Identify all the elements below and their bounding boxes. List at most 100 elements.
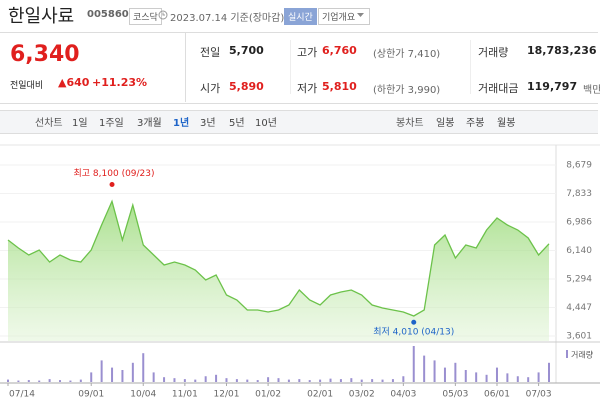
x-tick-label: 04/03 <box>390 390 416 400</box>
x-tick-label: 05/03 <box>442 390 468 400</box>
stock-code: 005860 <box>87 9 129 20</box>
quote-value: 5,890 <box>229 80 264 93</box>
y-tick-label: 6,986 <box>566 218 592 228</box>
quote-value: 5,810 <box>322 80 357 93</box>
company-menu[interactable]: 기업개요 <box>318 8 371 25</box>
volume-bar <box>152 372 155 382</box>
range-tab[interactable]: 3개월 <box>137 118 162 129</box>
volume-bar <box>319 379 322 382</box>
x-tick-label: 12/01 <box>214 390 240 400</box>
quote-unit: 백만 <box>583 85 600 96</box>
high-label: 최고 8,100 (09/23) <box>74 168 155 179</box>
volume-bar <box>163 377 166 382</box>
x-tick-label: 01/02 <box>255 390 281 400</box>
x-tick-label: 07/03 <box>526 390 552 400</box>
volume-bar <box>433 360 436 382</box>
range-tab[interactable]: 10년 <box>255 118 277 129</box>
price-area <box>8 201 549 341</box>
volume-bar <box>69 380 72 382</box>
volume-bar <box>391 379 394 382</box>
volume-bar <box>111 367 114 382</box>
volume-bar <box>204 376 207 382</box>
x-tick-label: 02/01 <box>307 390 333 400</box>
dropdown-arrow <box>357 13 364 17</box>
range-tab[interactable]: 5년 <box>229 118 245 129</box>
volume-bar <box>173 378 176 382</box>
volume-bar <box>308 380 311 382</box>
quote-sub: (하한가 3,990) <box>373 85 441 96</box>
volume-bar <box>454 362 457 382</box>
volume-bar <box>485 374 488 382</box>
candle-tab[interactable]: 월봉 <box>497 118 516 129</box>
y-tick-label: 6,140 <box>566 246 592 256</box>
volume-bar <box>90 372 93 382</box>
range-tab[interactable]: 1년 <box>173 118 190 129</box>
quote-sub: (상한가 7,410) <box>373 49 441 60</box>
volume-bar <box>27 380 30 382</box>
volume-bar <box>360 379 363 382</box>
volume-bar <box>423 355 426 382</box>
range-tab[interactable]: 1일 <box>72 118 88 129</box>
range-tab[interactable]: 3년 <box>200 118 216 129</box>
volume-bar <box>59 380 62 382</box>
range-tab[interactable]: 1주일 <box>99 118 124 129</box>
tab-bar <box>0 110 598 134</box>
x-tick-label: 09/01 <box>78 390 104 400</box>
quote-label: 거래대금 <box>478 82 519 95</box>
volume-bar <box>402 376 405 382</box>
candle-tab[interactable]: 일봉 <box>436 118 455 129</box>
realtime-button[interactable]: 실시간 <box>284 8 317 25</box>
volume-bar <box>256 380 259 382</box>
candle-tab[interactable]: 주봉 <box>466 118 485 129</box>
x-tick-label: 11/01 <box>172 390 198 400</box>
volume-bar <box>506 373 509 382</box>
quote-value: 5,700 <box>229 44 264 57</box>
volume-bar <box>443 367 446 382</box>
volume-bar <box>339 379 342 382</box>
stock-name: 한일사료 <box>8 6 75 27</box>
volume-bar <box>7 379 9 382</box>
volume-bar <box>287 379 290 382</box>
volume-bar <box>100 360 103 382</box>
divider <box>185 33 186 102</box>
high-marker <box>109 181 115 187</box>
volume-bar <box>298 379 301 382</box>
y-tick-label: 3,601 <box>566 332 592 342</box>
quote-label: 전일 <box>200 46 221 59</box>
quote-label: 고가 <box>297 46 318 59</box>
quote-box <box>0 32 598 104</box>
y-tick-label: 4,447 <box>566 303 592 313</box>
clock-icon <box>158 10 168 20</box>
quote-value: 18,783,236 <box>527 44 597 57</box>
volume-bar <box>38 380 41 382</box>
low-marker <box>411 319 417 325</box>
quote-value: 119,797 <box>527 80 578 93</box>
divider <box>290 40 291 94</box>
volume-bar <box>381 379 384 382</box>
volume-bar <box>17 380 20 382</box>
y-tick-label: 7,833 <box>566 189 592 199</box>
change-rate: +11.23% <box>92 76 148 89</box>
divider <box>470 40 471 94</box>
volume-legend-icon <box>566 350 568 358</box>
market-badge: 코스닥 <box>129 8 162 25</box>
volume-bar <box>527 377 530 382</box>
volume-bar <box>548 362 550 382</box>
low-label: 최저 4,010 (04/13) <box>373 327 454 338</box>
base-date: 2023.07.14 기준(장마감) <box>170 13 285 24</box>
volume-bar <box>412 346 415 382</box>
volume-bar <box>267 377 270 382</box>
volume-bar <box>464 370 467 382</box>
x-tick-label: 06/01 <box>484 390 510 400</box>
volume-bar <box>131 362 134 382</box>
quote-label: 저가 <box>297 82 318 95</box>
volume-bar <box>142 353 145 382</box>
volume-bar <box>329 378 332 382</box>
y-tick-label: 8,679 <box>566 161 592 171</box>
volume-bar <box>183 379 186 382</box>
x-tick-label: 07/14 <box>9 390 35 400</box>
volume-bar <box>516 376 519 382</box>
volume-bar <box>371 379 374 382</box>
